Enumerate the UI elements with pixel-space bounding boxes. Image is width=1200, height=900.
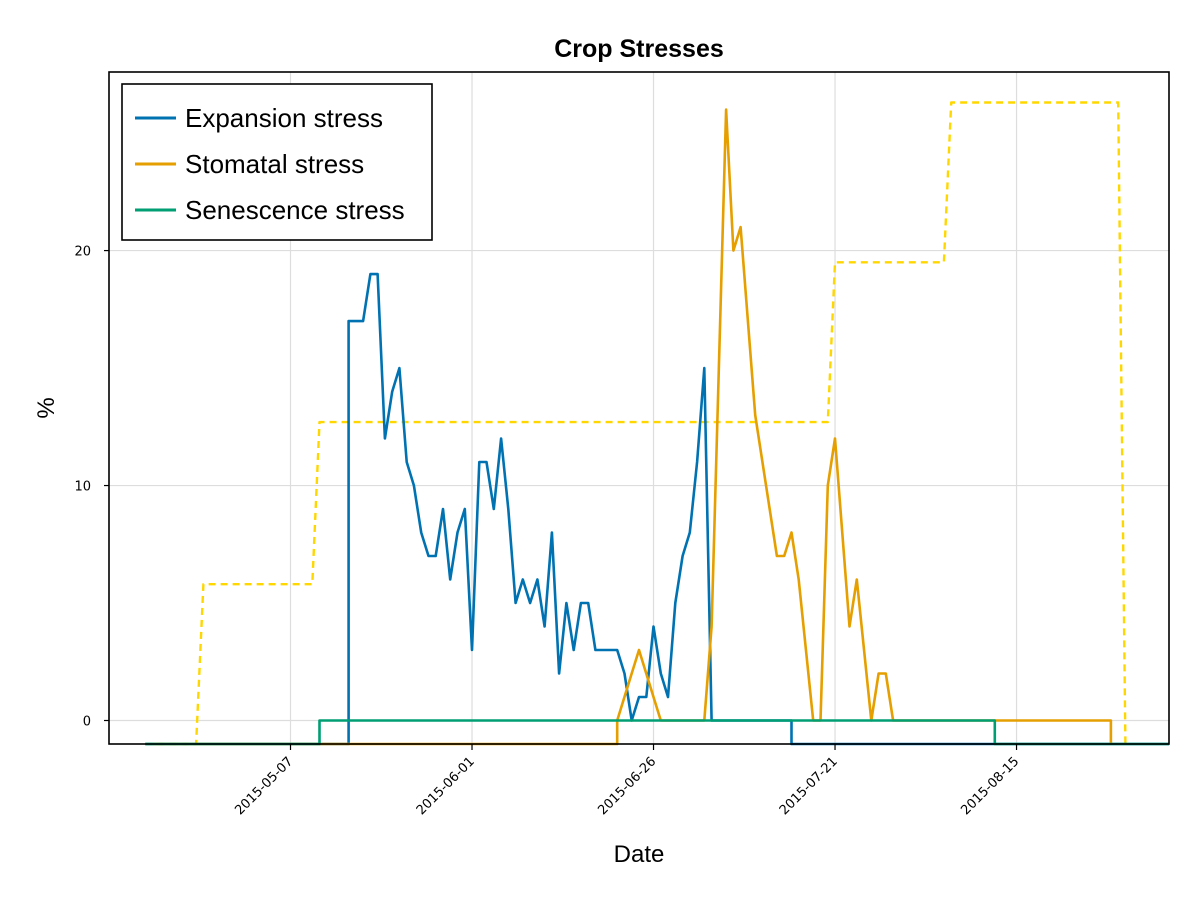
legend-box: [121, 83, 433, 241]
y-tick-label: 10: [74, 480, 91, 495]
legend-label: Senescence stress: [185, 195, 405, 225]
series-line-stomatal-stress: [152, 108, 1113, 746]
y-axis-label: %: [33, 397, 60, 418]
legend: Expansion stress Stomatal stress Senescenc…: [121, 83, 433, 241]
chart-title: Crop Stresses: [554, 35, 724, 63]
y-tick-label: 0: [83, 715, 91, 730]
y-tick-label: 20: [74, 245, 91, 260]
legend-label: Stomatal stress: [185, 149, 364, 179]
series-line-expansion-stress: [145, 272, 1169, 746]
series-line-threshold-dashed: [145, 101, 1127, 746]
legend-label: Expansion stress: [185, 103, 383, 133]
plot-frame: [108, 71, 1170, 745]
x-axis-label: Date: [614, 841, 665, 868]
